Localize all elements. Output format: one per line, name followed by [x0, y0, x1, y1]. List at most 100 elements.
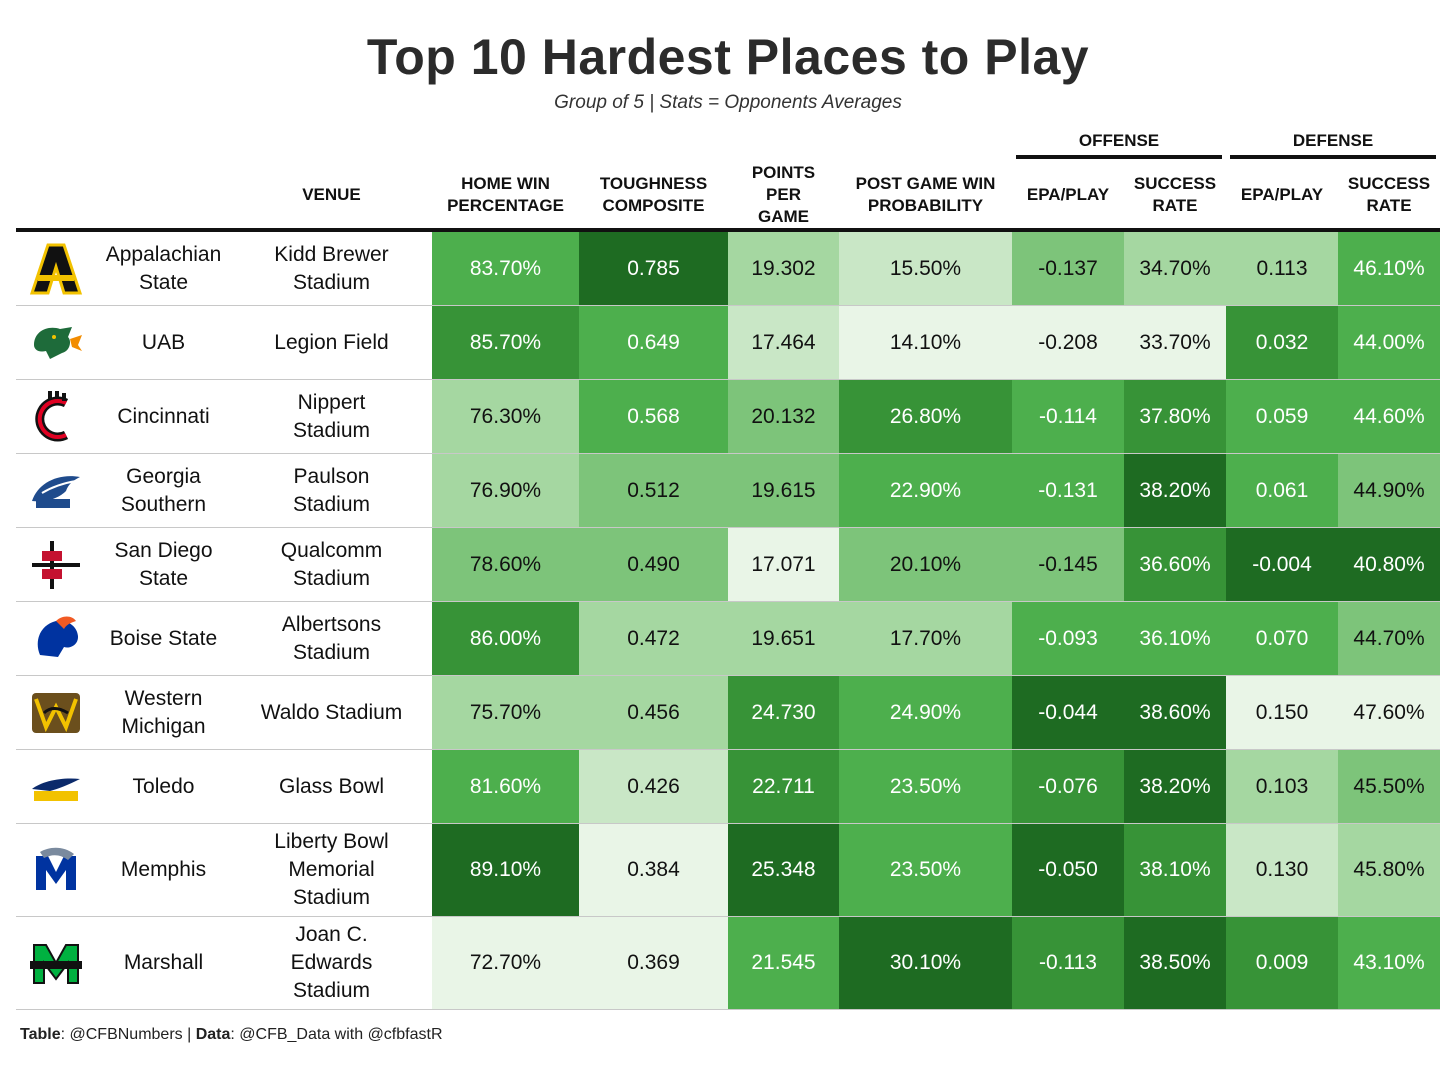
- venue-cell: Joan C. Edwards Stadium: [231, 916, 432, 1010]
- offense-success-cell: 36.10%: [1124, 601, 1227, 676]
- chart-subtitle: Group of 5 | Stats = Opponents Averages: [554, 92, 902, 113]
- venue-cell: Legion Field: [231, 305, 432, 380]
- team-name-cell: Georgia Southern: [96, 453, 231, 528]
- stats-table: OFFENSE DEFENSE VENUE HOME WIN PERCENTAGE…: [16, 128, 1441, 1010]
- defense-success-cell: 44.90%: [1338, 453, 1441, 528]
- offense-epa-cell: -0.137: [1012, 230, 1124, 306]
- defense-epa-cell: -0.004: [1226, 527, 1339, 602]
- ppg-cell: 24.730: [728, 675, 839, 750]
- offense-success-cell: 34.70%: [1124, 230, 1227, 306]
- team-name-line: Western: [124, 686, 203, 710]
- team-name-line: State: [138, 566, 189, 590]
- ppg-header-1: POINTS: [751, 163, 816, 182]
- team-name-cell: Memphis: [96, 823, 231, 917]
- table-row: Georgia Southern Paulson Stadium 76.90% 0.512…: [16, 453, 1441, 528]
- table-row: Cincinnati Nippert Stadium 76.30% 0.568 20.13…: [16, 379, 1441, 454]
- team-logo-cell: [16, 305, 96, 380]
- venue-cell: Liberty Bowl Memorial Stadium: [231, 823, 432, 917]
- venue-line: Stadium: [292, 640, 371, 664]
- georgia-southern-logo: [32, 475, 80, 508]
- footer-credit: Table: @CFBNumbers | Data: @CFB_Data wit…: [20, 1026, 443, 1044]
- ppg-cell: 19.302: [728, 230, 839, 306]
- footer-table-value: : @CFBNumbers |: [60, 1026, 196, 1043]
- toughness-header-2: COMPOSITE: [602, 196, 705, 215]
- col-header-defense-success: SUCCESS RATE: [1338, 162, 1441, 232]
- col-header-venue: VENUE: [231, 162, 432, 232]
- pgwp-cell: 20.10%: [839, 527, 1012, 602]
- home-win-cell: 86.00%: [432, 601, 579, 676]
- team-name-cell: San Diego State: [96, 527, 231, 602]
- offense-epa-header: EPA/PLAY: [1026, 185, 1110, 204]
- venue-cell: Paulson Stadium: [231, 453, 432, 528]
- defense-epa-cell: 0.009: [1226, 916, 1339, 1010]
- table-body: Appalachian State Kidd Brewer Stadium 83.70%…: [16, 230, 1441, 1010]
- team-name-cell: Toledo: [96, 749, 231, 824]
- defense-success-cell: 45.80%: [1338, 823, 1441, 917]
- toughness-cell: 0.785: [579, 230, 728, 306]
- pgwp-cell: 24.90%: [839, 675, 1012, 750]
- defense-success-cell: 47.60%: [1338, 675, 1441, 750]
- offense-epa-cell: -0.050: [1012, 823, 1124, 917]
- defense-epa-cell: 0.150: [1226, 675, 1339, 750]
- defense-epa-cell: 0.103: [1226, 749, 1339, 824]
- venue-line: Liberty Bowl: [274, 830, 389, 853]
- venue-line: Memorial: [288, 858, 375, 881]
- venue-cell: Nippert Stadium: [231, 379, 432, 454]
- team-name-cell: Cincinnati: [96, 379, 231, 454]
- pgwp-cell: 14.10%: [839, 305, 1012, 380]
- team-logo-cell: [16, 453, 96, 528]
- ppg-header-2: PER: [766, 185, 801, 204]
- team-logo-cell: [16, 823, 96, 917]
- venue-line: Qualcomm: [280, 538, 383, 562]
- defense-epa-cell: 0.061: [1226, 453, 1339, 528]
- home-win-cell: 75.70%: [432, 675, 579, 750]
- team-name-line: San Diego: [114, 538, 213, 562]
- offense-label: OFFENSE: [1016, 131, 1223, 159]
- team-logo-cell: [16, 675, 96, 750]
- home-win-cell: 89.10%: [432, 823, 579, 917]
- team-name-line: Memphis: [120, 858, 207, 881]
- offense-success-cell: 38.50%: [1124, 916, 1227, 1010]
- offense-epa-cell: -0.076: [1012, 749, 1124, 824]
- table-row: UAB Legion Field 85.70% 0.649 17.464 14.10% -0…: [16, 305, 1441, 380]
- group-header-defense: DEFENSE: [1226, 128, 1440, 162]
- ppg-cell: 17.464: [728, 305, 839, 380]
- col-header-team: [96, 162, 231, 232]
- pgwp-header-1: POST GAME WIN: [855, 174, 996, 193]
- venue-line: Stadium: [292, 270, 371, 294]
- defense-epa-cell: 0.113: [1226, 230, 1339, 306]
- team-name-cell: Appalachian State: [96, 230, 231, 306]
- offense-epa-cell: -0.208: [1012, 305, 1124, 380]
- defense-epa-cell: 0.032: [1226, 305, 1339, 380]
- uab-logo: [34, 326, 82, 359]
- toughness-cell: 0.490: [579, 527, 728, 602]
- table-row: Western Michigan Waldo Stadium 75.70% 0.456 2…: [16, 675, 1441, 750]
- defense-success-cell: 44.70%: [1338, 601, 1441, 676]
- defense-epa-cell: 0.059: [1226, 379, 1339, 454]
- defense-success-cell: 46.10%: [1338, 230, 1441, 306]
- venue-line: Stadium: [292, 418, 371, 442]
- table-row: Memphis Liberty Bowl Memorial Stadium 89.10%…: [16, 823, 1441, 917]
- team-name-cell: Marshall: [96, 916, 231, 1010]
- venue-cell: Qualcomm Stadium: [231, 527, 432, 602]
- defense-success-cell: 44.00%: [1338, 305, 1441, 380]
- venue-line: Nippert: [297, 390, 366, 414]
- team-logo-cell: [16, 749, 96, 824]
- team-name-line: Michigan: [121, 714, 206, 738]
- offense-success-cell: 38.20%: [1124, 749, 1227, 824]
- offense-epa-cell: -0.145: [1012, 527, 1124, 602]
- pgwp-cell: 26.80%: [839, 379, 1012, 454]
- table-row: Marshall Joan C. Edwards Stadium 72.70% 0.369…: [16, 916, 1441, 1010]
- footer-table-label: Table: [20, 1026, 61, 1043]
- col-header-pgwp: POST GAME WIN PROBABILITY: [839, 162, 1012, 232]
- offense-success-cell: 33.70%: [1124, 305, 1227, 380]
- team-name-line: Appalachian: [105, 242, 222, 266]
- venue-line: Stadium: [292, 979, 371, 1002]
- defense-success-header-2: RATE: [1366, 196, 1412, 215]
- team-name-line: UAB: [141, 330, 186, 354]
- defense-epa-cell: 0.070: [1226, 601, 1339, 676]
- home-win-cell: 72.70%: [432, 916, 579, 1010]
- venue-cell: Glass Bowl: [231, 749, 432, 824]
- defense-label: DEFENSE: [1230, 131, 1437, 159]
- team-name-cell: Western Michigan: [96, 675, 231, 750]
